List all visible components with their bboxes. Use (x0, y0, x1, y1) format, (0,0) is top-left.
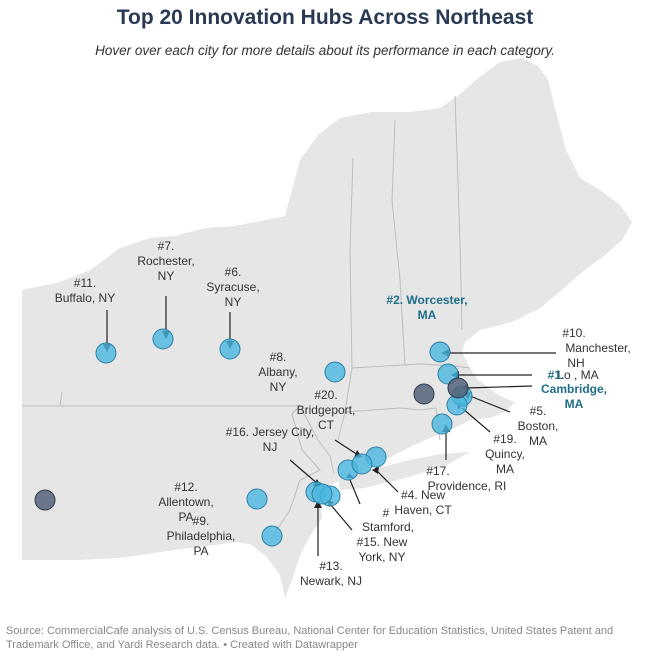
source-note: Source: CommercialCafe analysis of U.S. … (6, 625, 614, 651)
label-philadelphia-rank: #9. (193, 514, 210, 528)
marker-allentown[interactable] (246, 488, 268, 510)
label-providence-rank: #17. (426, 464, 449, 478)
label-lowell: Lo , MA (557, 368, 598, 382)
svg-text:#1.Cambridge,MA: #1. Cambridge, MA (541, 368, 607, 411)
marker-buffalo[interactable] (95, 342, 117, 364)
svg-text:#12.Allentown,PA: #12. Allentown, PA (158, 480, 213, 524)
label-boston-name: Boston, (518, 419, 559, 433)
svg-text:#6.Syracuse,NY: #6. Syracuse, NY (206, 265, 259, 309)
label-rochester-state: NY (158, 269, 175, 283)
marker-rochester[interactable] (152, 328, 174, 350)
label-allentown-name: Allentown, (158, 495, 213, 509)
svg-text:#20.Bridgeport,CT: #20. Bridgeport, CT (297, 388, 356, 432)
svg-text:#5.Boston,MA: #5. Boston, MA (518, 404, 559, 448)
label-rochester-name: Rochester, (137, 254, 194, 268)
label-stamford-name: Stamford, (362, 520, 414, 534)
marker-philadelphia[interactable] (261, 525, 283, 547)
label-manchester-state: NH (567, 356, 584, 370)
map-title: Top 20 Innovation Hubs Across Northeast (116, 6, 534, 29)
label-boston-rank: #5. (530, 404, 547, 418)
label-boston-state: MA (529, 434, 547, 448)
marker-far-west[interactable] (34, 489, 56, 511)
label-bridgeport-rank: #20. (314, 388, 337, 402)
label-jersey-city-name: #16. Jersey City, (226, 425, 314, 439)
label-new-haven-state: Haven, CT (394, 503, 452, 517)
label-bridgeport-name: Bridgeport, (297, 403, 356, 417)
marker-manchester[interactable] (429, 341, 451, 363)
label-providence-name: Providence, RI (428, 479, 507, 493)
marker-worcester[interactable] (413, 383, 435, 405)
label-syracuse-name: Syracuse, (206, 280, 259, 294)
label-rochester-rank: #7. (158, 239, 175, 253)
label-philadelphia-name: Philadelphia, (167, 529, 236, 543)
map-subtitle: Hover over each city for more details ab… (95, 43, 555, 58)
marker-albany[interactable] (324, 361, 346, 383)
label-philadelphia-state: PA (193, 544, 208, 558)
label-syracuse-state: NY (225, 295, 242, 309)
label-albany-rank: #8. (270, 350, 287, 364)
label-worcester-state: MA (418, 308, 437, 322)
city-markers (95, 328, 473, 547)
svg-text:#16. Jersey City,NJ: #16. Jersey City, NJ (226, 425, 314, 454)
label-newark-rank: #13. (319, 559, 342, 573)
label-allentown-rank: #12. (174, 480, 197, 494)
city-labels: #11. Buffalo, NY #7. Rochester, NY #6. Syrac… (55, 239, 631, 588)
label-buffalo-rank: #11. (74, 276, 96, 290)
long-island (338, 452, 470, 490)
highlight-markers (34, 377, 469, 511)
svg-text:#9.Philadelphia,PA: #9. Philadelphia, PA (167, 514, 236, 558)
label-jersey-city-state: NJ (263, 440, 278, 454)
label-new-york-state: York, NY (359, 550, 406, 564)
label-cambridge-name: Cambridge, (541, 382, 607, 396)
svg-text:#7.Rochester,NY: #7. Rochester, NY (137, 239, 194, 283)
label-quincy-rank: #19. (493, 432, 516, 446)
label-quincy-name: Quincy, (485, 447, 525, 461)
svg-text:#19.Quincy,MA: #19. Quincy, MA (485, 432, 525, 476)
svg-text:#13.Newark, NJ: #13. Newark, NJ (300, 559, 362, 588)
label-bridgeport-state: CT (318, 418, 335, 432)
label-albany-state: NY (270, 380, 287, 394)
label-newark-name: Newark, NJ (300, 574, 362, 588)
marker-cambridge[interactable] (447, 377, 469, 399)
label-manchester-name: Manchester, (565, 341, 630, 355)
leader-lines (106, 296, 556, 556)
marker-newark[interactable] (311, 483, 333, 505)
label-new-haven-name: #4. New (401, 488, 445, 502)
label-stamford-rank: # (383, 506, 390, 520)
label-manchester-rank: #10. (562, 326, 585, 340)
label-quincy-state: MA (496, 462, 514, 476)
label-syracuse-rank: #6. (225, 265, 242, 279)
svg-text:#10.Manchester,NH: #10. Manchester, NH (562, 326, 630, 370)
land-region (22, 58, 632, 598)
label-new-york-name: #15. New (357, 535, 408, 549)
label-cambridge-state: MA (565, 397, 584, 411)
marker-stamford[interactable] (351, 453, 373, 475)
svg-text:#Stamford,: # Stamford, (362, 506, 414, 534)
svg-text:#2. Worcester,MA: #2. Worcester, MA (386, 293, 467, 322)
marker-syracuse[interactable] (219, 338, 241, 360)
label-buffalo-name: Buffalo, NY (55, 291, 115, 305)
svg-text:#8.Albany,NY: #8. Albany, NY (258, 350, 297, 394)
svg-text:#17.Providence, RI: #17. Providence, RI (426, 464, 506, 493)
label-albany-name: Albany, (258, 365, 297, 379)
label-worcester-name: #2. Worcester, (386, 293, 467, 307)
marker-providence[interactable] (431, 413, 453, 435)
svg-text:#11.Buffalo, NY: #11. Buffalo, NY (55, 276, 115, 305)
label-allentown-state: PA (178, 510, 193, 524)
label-cambridge-rank: #1. (548, 368, 565, 382)
